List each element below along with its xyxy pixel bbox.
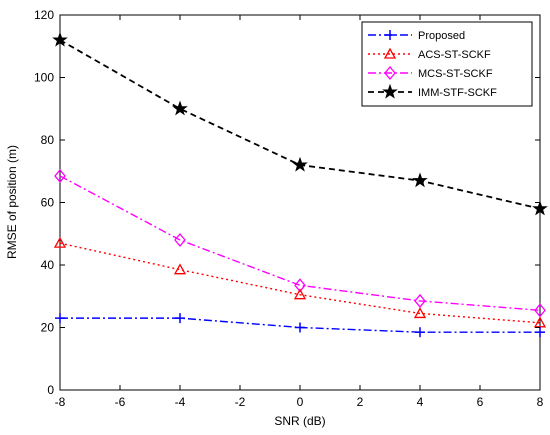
data-point bbox=[534, 303, 546, 318]
series-proposed bbox=[55, 313, 545, 338]
data-point bbox=[292, 156, 308, 172]
series-line bbox=[59, 242, 541, 324]
data-point bbox=[532, 200, 548, 216]
legend-item: ACS-ST-SCKF bbox=[368, 47, 491, 61]
y-tick-label: 0 bbox=[47, 383, 54, 397]
x-tick-label: 8 bbox=[537, 395, 544, 409]
legend-label: MCS-ST-SCKF bbox=[418, 68, 493, 80]
data-point bbox=[295, 322, 305, 333]
data-point bbox=[535, 327, 545, 338]
data-point bbox=[52, 31, 68, 47]
legend-item: IMM-STF-SCKF bbox=[368, 83, 497, 99]
data-point bbox=[293, 288, 307, 300]
legend: Proposed ACS-ST-SCKF MCS-ST-SCKF IMM-STF-SC… bbox=[361, 21, 533, 107]
x-tick-label: -4 bbox=[175, 395, 186, 409]
data-point bbox=[172, 100, 188, 116]
legend-marker bbox=[385, 30, 395, 40]
series-mcs-st-sckf bbox=[54, 168, 546, 318]
data-point bbox=[175, 313, 185, 324]
y-tick-label: 20 bbox=[41, 321, 55, 335]
x-axis-label: SNR (dB) bbox=[274, 414, 325, 428]
data-point bbox=[54, 168, 66, 183]
legend-item: MCS-ST-SCKF bbox=[368, 65, 493, 81]
x-tick-label: 6 bbox=[477, 395, 484, 409]
series-layer bbox=[52, 31, 548, 338]
x-tick-label: 2 bbox=[357, 395, 364, 409]
legend-marker bbox=[383, 47, 397, 59]
x-tick-label: 4 bbox=[417, 395, 424, 409]
x-tick-label: -2 bbox=[235, 395, 246, 409]
data-point bbox=[173, 263, 187, 275]
x-tick-label: 0 bbox=[297, 395, 304, 409]
data-point bbox=[174, 232, 186, 248]
legend-label: IMM-STF-SCKF bbox=[418, 87, 497, 99]
series-imm-stf-sckf bbox=[52, 31, 548, 216]
legend-label: ACS-ST-SCKF bbox=[418, 49, 491, 61]
data-point bbox=[533, 316, 547, 328]
legend-item: Proposed bbox=[368, 30, 465, 42]
data-point bbox=[55, 313, 65, 324]
legend-label: Proposed bbox=[418, 30, 465, 42]
y-axis-label: RMSE of position (m) bbox=[5, 145, 19, 259]
data-point bbox=[294, 278, 306, 293]
data-point bbox=[412, 172, 428, 188]
y-tick-label: 60 bbox=[41, 196, 55, 210]
data-point bbox=[414, 293, 426, 308]
y-tick-label: 80 bbox=[41, 133, 55, 147]
series-acs-st-sckf bbox=[53, 236, 547, 328]
y-tick-label: 120 bbox=[34, 8, 54, 22]
y-tick-label: 40 bbox=[41, 258, 55, 272]
data-point bbox=[53, 236, 67, 248]
x-tick-label: -8 bbox=[55, 395, 66, 409]
legend-marker bbox=[384, 65, 396, 81]
data-point bbox=[413, 307, 427, 319]
data-point bbox=[415, 327, 425, 338]
x-tick-label: -6 bbox=[115, 395, 126, 409]
legend-marker bbox=[382, 83, 398, 99]
y-tick-label: 100 bbox=[34, 71, 54, 85]
